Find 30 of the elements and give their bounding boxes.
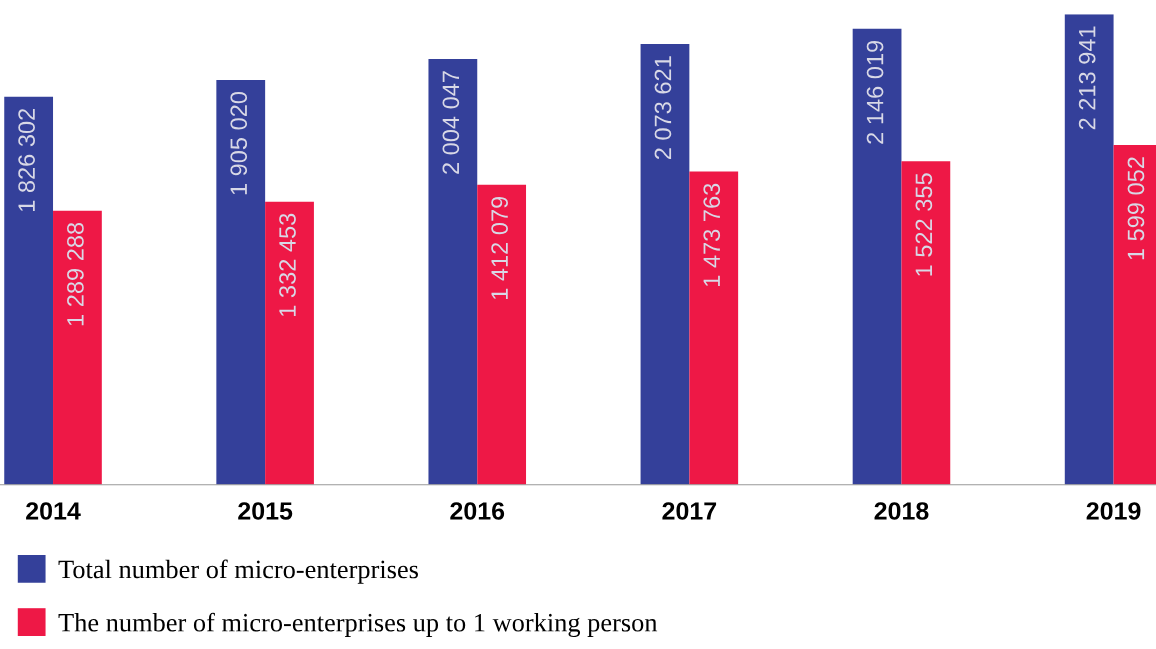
data-label: 1 332 453 xyxy=(279,213,296,316)
bar xyxy=(477,184,527,485)
data-label: 1 473 763 xyxy=(703,183,721,286)
bar xyxy=(640,44,690,485)
bar xyxy=(4,96,54,485)
x-tick-label: 2014 xyxy=(26,502,81,520)
bar xyxy=(53,210,102,485)
data-label: 2 146 019 xyxy=(866,40,884,144)
bar xyxy=(901,161,951,485)
data-label: 1 599 052 xyxy=(1127,157,1145,260)
x-tick-label: 2015 xyxy=(238,502,293,520)
data-label: 2 213 941 xyxy=(1078,26,1096,130)
bar xyxy=(852,28,902,485)
x-tick-label: 2016 xyxy=(450,502,505,520)
bar xyxy=(216,79,266,485)
x-tick-label: 2017 xyxy=(662,502,717,520)
data-label: 1 289 288 xyxy=(67,222,84,326)
bar xyxy=(689,171,739,485)
data-label: 1 826 302 xyxy=(18,108,35,212)
data-label: 1 522 355 xyxy=(915,173,933,276)
bar xyxy=(265,201,314,485)
x-tick-label: 2019 xyxy=(1086,502,1141,520)
legend-label: The number of micro-enterprises up to 1 working person xyxy=(58,612,658,638)
data-label: 1 412 079 xyxy=(491,196,508,300)
x-tick-label: 2018 xyxy=(874,502,929,520)
bar xyxy=(428,58,478,485)
data-label: 2 004 047 xyxy=(442,71,460,174)
data-label: 1 905 020 xyxy=(230,91,248,195)
legend-label: Total number of micro-enterprises xyxy=(58,559,418,584)
data-label: 2 073 621 xyxy=(654,56,672,160)
